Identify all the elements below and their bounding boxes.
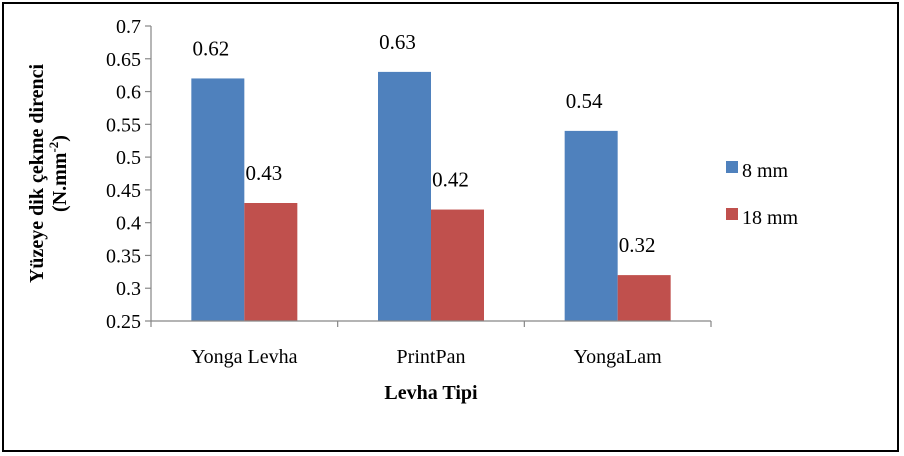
y-tick-label: 0.5 — [116, 147, 141, 169]
y-tick-label: 0.35 — [106, 245, 141, 267]
y-axis-title-close: ) — [49, 135, 71, 142]
x-category-label: Yonga Levha — [191, 346, 297, 368]
data-labels: 0.62 0.43 0.63 0.42 0.54 0.32 — [192, 30, 655, 257]
legend-label-8mm: 8 mm — [742, 160, 789, 182]
y-tick-label: 0.6 — [116, 82, 141, 104]
y-axis-title-line1: Yüzeye dik çekme direnci — [26, 64, 48, 283]
y-axis-title-unit: (N.mm — [49, 152, 71, 212]
y-tick-label: 0.65 — [106, 49, 141, 71]
data-label: 0.54 — [566, 89, 603, 113]
bar-18mm — [431, 209, 484, 321]
data-label: 0.62 — [192, 36, 229, 60]
y-axis-title-exponent: -2 — [46, 142, 61, 153]
bar-8mm — [191, 78, 245, 321]
y-axis-ticks: 0.25 0.3 0.35 0.4 0.45 0.5 0.55 0.6 0.65 0.7 — [106, 16, 712, 333]
bar-18mm — [617, 275, 671, 321]
y-tick-label: 0.55 — [106, 114, 141, 136]
bar-8mm — [378, 71, 431, 321]
data-label: 0.32 — [619, 233, 656, 257]
bar-8mm — [564, 130, 618, 321]
x-category-label: YongaLam — [574, 346, 662, 368]
x-axis-title: Levha Tipi — [384, 382, 478, 404]
x-axis-categories: Yonga Levha PrintPan YongaLam — [191, 346, 662, 368]
y-tick-label: 0.7 — [116, 16, 141, 38]
legend: 8 mm 18 mm — [726, 160, 799, 229]
data-label: 0.63 — [379, 30, 416, 54]
y-tick-label: 0.3 — [116, 278, 141, 300]
y-axis-title-line2: (N.mm-2) — [46, 135, 71, 212]
y-tick-label: 0.4 — [116, 213, 141, 235]
legend-swatch-18mm — [726, 208, 738, 220]
data-label: 0.42 — [432, 168, 469, 192]
y-tick-label: 0.45 — [106, 180, 141, 202]
x-category-label: PrintPan — [397, 346, 466, 368]
bars — [191, 71, 671, 321]
data-label: 0.43 — [245, 161, 282, 185]
y-tick-label: 0.25 — [106, 311, 141, 333]
legend-label-18mm: 18 mm — [742, 207, 799, 229]
bar-18mm — [244, 203, 298, 321]
legend-swatch-8mm — [726, 161, 738, 173]
